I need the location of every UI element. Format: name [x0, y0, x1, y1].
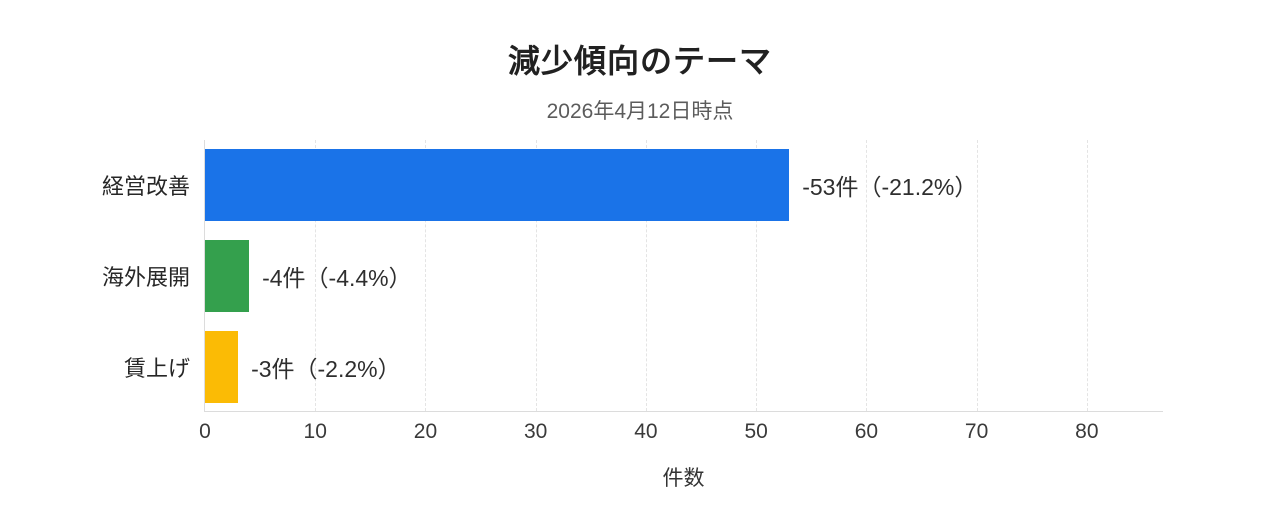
x-tick-10: 10 [303, 420, 327, 443]
category-label-1: 経営改善 [101, 174, 190, 200]
bar-2 [205, 240, 250, 312]
x-tick-40: 40 [634, 420, 658, 443]
chart-title: 減少傾向のテーマ [507, 43, 772, 79]
x-tick-20: 20 [413, 420, 438, 443]
gridline-10 [315, 140, 317, 411]
x-tick-60: 60 [854, 420, 879, 443]
gridline-30 [535, 140, 537, 411]
chart-subtitle: 2026年4月12日時点 [546, 100, 734, 123]
x-tick-80: 80 [1075, 420, 1099, 443]
plot-area: 0 10 20 30 40 50 60 70 80 -53件（-21.2%） -4件（-4.4%） -… [199, 140, 1163, 443]
gridline-50 [756, 140, 758, 411]
category-label-2: 海外展開 [101, 264, 190, 290]
x-tick-30: 30 [524, 420, 548, 443]
bar-value-label-2: -4件（-4.4%） [262, 264, 412, 291]
category-label-3: 賃上げ [123, 355, 190, 381]
x-tick-0: 0 [199, 420, 211, 443]
bar-3 [205, 330, 239, 403]
x-tick-50: 50 [744, 420, 768, 443]
bar-value-label-1: -53件（-21.2%） [802, 174, 978, 201]
gridline-80 [1086, 140, 1088, 411]
x-axis-label: 件数 [662, 467, 705, 490]
gridline-40 [645, 140, 647, 411]
bar-value-label-3: -3件（-2.2%） [251, 355, 401, 382]
bar-1 [205, 149, 790, 222]
gridline-70 [976, 140, 978, 411]
gridline-20 [425, 140, 427, 411]
x-tick-70: 70 [964, 420, 989, 443]
gridline-60 [866, 140, 868, 411]
